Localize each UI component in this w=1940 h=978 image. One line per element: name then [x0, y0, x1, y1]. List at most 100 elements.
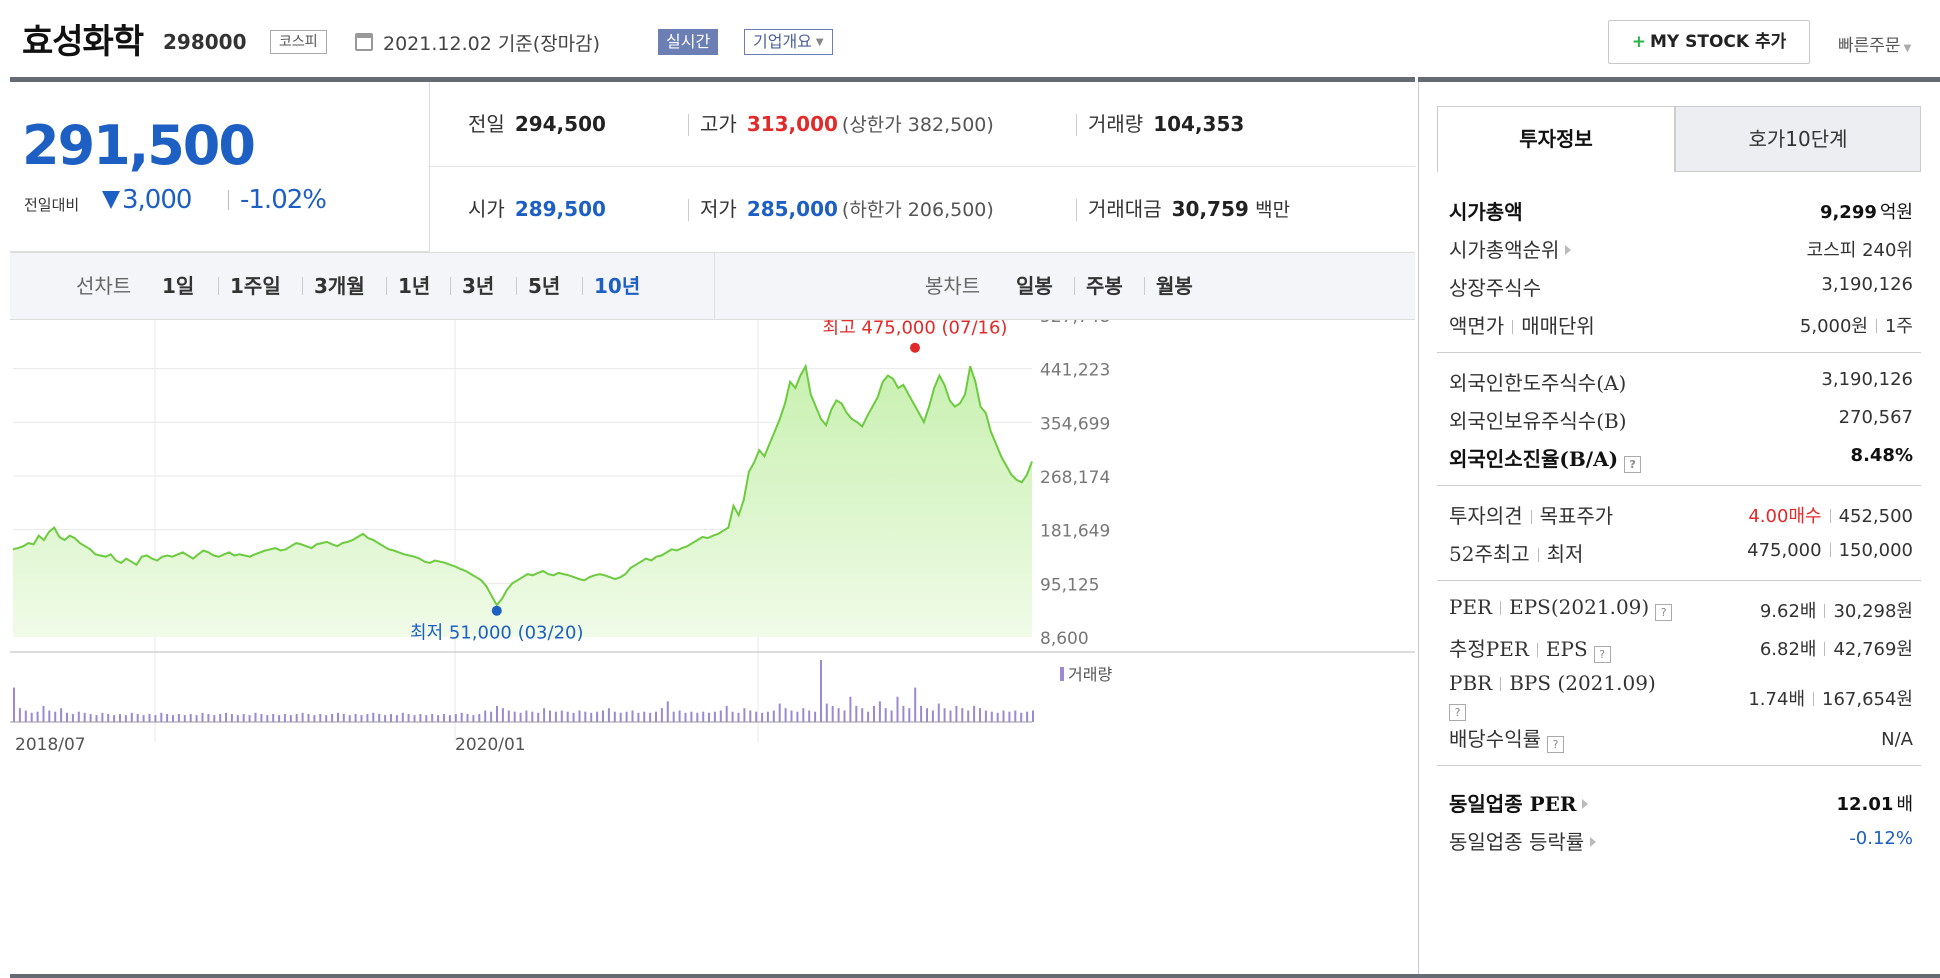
chevron-down-icon: ▼: [815, 36, 824, 48]
help-icon[interactable]: ?: [1547, 736, 1564, 753]
volume-bar: [177, 714, 180, 722]
volume-bar: [30, 712, 33, 722]
industry-change-label[interactable]: 동일업종 등락률: [1449, 826, 1597, 855]
volume-bar: [666, 701, 669, 722]
volume-bar: [113, 715, 116, 722]
volume-bar: [337, 712, 339, 722]
volume-bar: [554, 711, 557, 722]
market-cap: 9,299 억원: [1820, 198, 1913, 224]
info-row[interactable]: 동일업종 PER 12.01 배: [1437, 782, 1921, 820]
company-overview-button[interactable]: 기업개요 ▼: [744, 29, 833, 55]
help-icon[interactable]: ?: [1624, 456, 1642, 473]
help-icon[interactable]: ?: [1449, 704, 1466, 721]
volume-bar: [307, 714, 310, 722]
volume-bar: [66, 712, 68, 722]
divider: [1418, 77, 1940, 82]
volume-bar: [101, 712, 104, 722]
volume-bar: [649, 712, 652, 722]
eps-text: EPS(2021.09): [1509, 595, 1650, 619]
min-label: 최저 51,000 (03/20): [410, 623, 583, 644]
volume-bar: [366, 714, 369, 722]
volume-bar: [272, 714, 275, 722]
x-tick-label: 2018/07: [15, 735, 86, 755]
divider: [228, 190, 229, 210]
period-1w[interactable]: 1주일: [230, 274, 281, 298]
volume-bar: [931, 710, 934, 722]
price-chart[interactable]: 527,748 441,223 354,699 268,174 181,649 95,12…: [10, 320, 1415, 970]
chart-period-bar: 선차트 1일 1주일 3개월 1년 3년 5년 10년 봉차트 일봉 주봉 월봉: [10, 252, 1415, 320]
industry-change-text: 동일업종 등락률: [1449, 830, 1585, 854]
volume-bar: [719, 710, 722, 722]
stock-header: 효성화학 298000 코스피 2021.12.02 기준(장마감) 실시간 기…: [0, 0, 1940, 80]
volume-bar: [207, 714, 210, 722]
candle-daily[interactable]: 일봉: [1016, 274, 1053, 298]
volume-bar: [979, 708, 981, 722]
tab-investment-info[interactable]: 투자정보: [1437, 106, 1675, 172]
volume-bar: [996, 712, 999, 722]
quick-order-label: 빠른주문: [1838, 36, 1901, 56]
opinion-label: 투자의견 목표주가: [1449, 500, 1613, 529]
volume-bar: [549, 710, 551, 722]
volume-bar: [761, 712, 764, 722]
candle-monthly[interactable]: 월봉: [1156, 274, 1193, 298]
price-stats: 전일 294,500 고가 313,000 (상한가 382,500) 거래량 104,…: [430, 82, 1415, 252]
volume-bar: [631, 710, 634, 722]
volume-bar: [796, 711, 799, 722]
info-row: 외국인보유주식수(B) 270,567: [1437, 399, 1921, 437]
volume-bar: [566, 711, 569, 722]
period-1y[interactable]: 1년: [398, 274, 431, 298]
volume-bar: [743, 708, 746, 722]
volume-bar: [849, 696, 852, 722]
volume-bar: [254, 712, 257, 722]
period-10y[interactable]: 10년: [594, 274, 641, 298]
volume: 거래량 104,353: [1075, 82, 1244, 167]
est-per: 6.82배 42,769원: [1760, 635, 1913, 661]
info-row[interactable]: 시가총액순위 코스피 240위: [1437, 228, 1921, 266]
price-change-value: 3,000: [122, 185, 192, 215]
volume-label: 거래량: [1088, 112, 1144, 136]
volume-bar: [77, 711, 80, 722]
volume-bar: [678, 710, 681, 722]
tab-order-book[interactable]: 호가10단계: [1675, 106, 1921, 172]
industry-per-label[interactable]: 동일업종 PER: [1449, 788, 1589, 817]
volume-bar: [95, 715, 98, 722]
divider: [1500, 601, 1502, 615]
volume-bar: [195, 715, 198, 722]
realtime-button[interactable]: 실시간: [658, 29, 719, 55]
volume-bar: [731, 711, 734, 722]
volume-bar: [778, 703, 781, 722]
help-icon[interactable]: ?: [1593, 646, 1611, 663]
bps-value: 167,654원: [1822, 689, 1913, 710]
candle-weekly[interactable]: 주봉: [1086, 274, 1123, 298]
divider: [1829, 543, 1831, 557]
info-row[interactable]: 동일업종 등락률 -0.12%: [1437, 820, 1921, 858]
prev-close-value: 294,500: [514, 112, 606, 136]
period-3y[interactable]: 3년: [462, 274, 495, 298]
foreign-held-label: 외국인보유주식수(B): [1449, 409, 1627, 433]
divider: [1074, 277, 1075, 295]
stats-row: 전일 294,500 고가 313,000 (상한가 382,500) 거래량 104,…: [430, 82, 1415, 167]
volume-bar: [36, 711, 39, 722]
investment-info-panel: 투자정보 호가10단계 시가총액 9,299 억원 시가총액순위 코스피 240위…: [1418, 82, 1940, 974]
upper-limit: (상한가 382,500): [841, 114, 994, 136]
divider: [1512, 320, 1514, 334]
amount-value: 30,759: [1171, 197, 1249, 221]
market-cap-rank-label[interactable]: 시가총액순위: [1449, 234, 1572, 263]
add-mystock-button[interactable]: + MY STOCK 추가: [1608, 20, 1810, 64]
quick-order-button[interactable]: 빠른주문 ▼: [1838, 31, 1911, 56]
current-price-box: 291,500 전일대비 3,000 -1.02%: [10, 82, 430, 252]
foreign-ratio-label: 외국인소진율(B/A)?: [1449, 443, 1642, 473]
period-5y[interactable]: 5년: [528, 274, 561, 298]
period-1d[interactable]: 1일: [162, 274, 195, 298]
help-icon[interactable]: ?: [1655, 604, 1673, 621]
volume-bar: [248, 715, 251, 722]
divider: [386, 277, 387, 295]
volume-bar: [407, 714, 410, 722]
per-text: PER: [1449, 595, 1493, 619]
volume-bar: [378, 714, 381, 722]
volume-bar: [643, 711, 646, 722]
period-3m[interactable]: 3개월: [314, 274, 365, 298]
info-row: 시가총액 9,299 억원: [1437, 190, 1921, 228]
industry-per-value: 12.01: [1836, 794, 1894, 815]
volume-bar: [961, 708, 964, 722]
